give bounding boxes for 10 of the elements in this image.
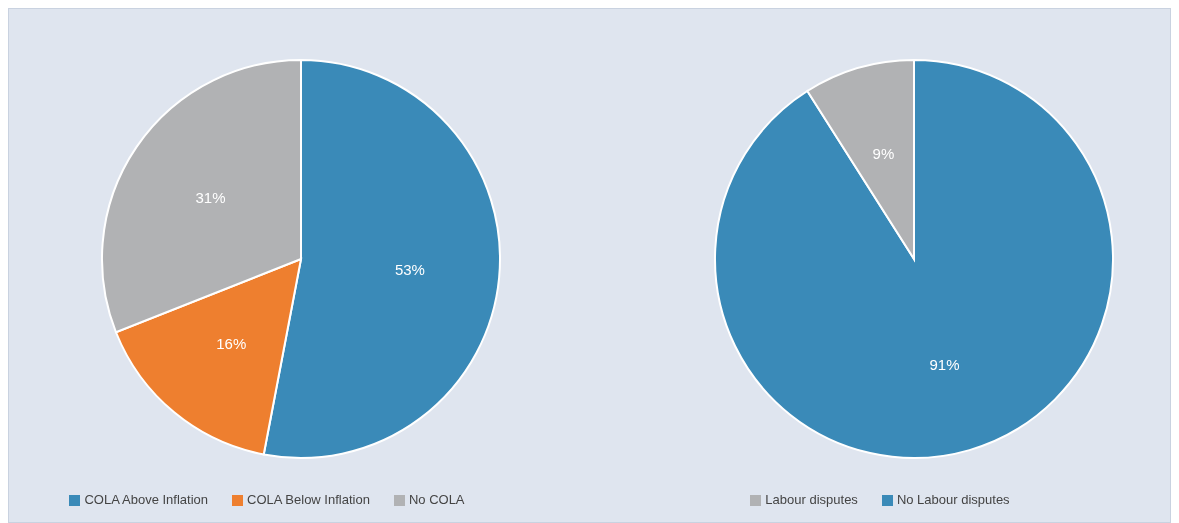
data-label: 53% <box>394 260 425 278</box>
data-label: 91% <box>929 355 960 373</box>
data-label: 16% <box>216 334 247 352</box>
legend-label: No Labour disputes <box>896 492 1010 507</box>
legend-label: Labour disputes <box>765 492 858 507</box>
data-label: 31% <box>195 188 226 206</box>
data-label: 9% <box>872 145 895 163</box>
legend-label: COLA Below Inflation <box>247 492 370 507</box>
legend-label: No COLA <box>408 492 465 507</box>
legend-label: COLA Above Inflation <box>84 492 209 507</box>
